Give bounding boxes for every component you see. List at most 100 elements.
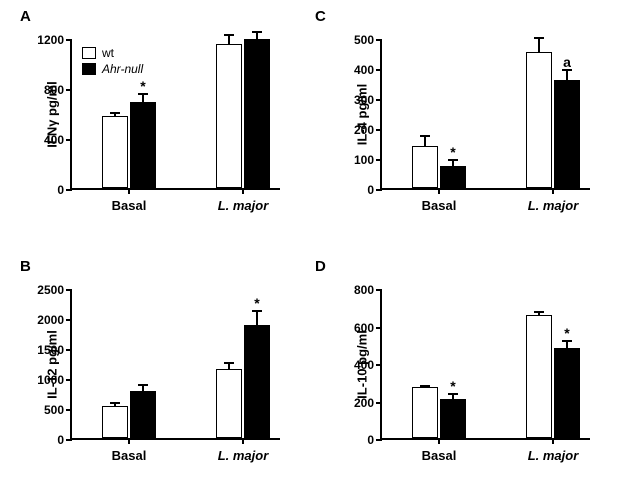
- significance-marker: a: [563, 54, 571, 70]
- legend: wt Ahr-null: [82, 46, 143, 78]
- error-cap: [420, 135, 430, 137]
- legend-item-ahr: Ahr-null: [82, 62, 143, 76]
- bar-ahr-null: [554, 80, 580, 188]
- ytick: [376, 99, 382, 101]
- ytick: [66, 319, 72, 321]
- ytick: [66, 409, 72, 411]
- error-cap: [110, 402, 120, 404]
- ytick-label: 500: [44, 403, 64, 417]
- xtick: [242, 188, 244, 194]
- ytick-label: 0: [57, 433, 64, 447]
- ytick: [376, 69, 382, 71]
- x-axis-label: Basal: [89, 448, 169, 463]
- x-axis-label: L. major: [203, 198, 283, 213]
- ytick-label: 0: [367, 183, 374, 197]
- ytick: [376, 129, 382, 131]
- y-axis-label: IFNγ pg/ml: [45, 75, 60, 155]
- x-axis-label: L. major: [203, 448, 283, 463]
- error-cap: [534, 37, 544, 39]
- chart-d: 0200400600800IL-10 pg/mlBasalL. major**: [380, 290, 590, 440]
- ytick: [376, 327, 382, 329]
- bar-ahr-null: [244, 39, 270, 188]
- ytick: [66, 139, 72, 141]
- x-axis-label: L. major: [513, 448, 593, 463]
- ytick: [376, 364, 382, 366]
- ytick: [66, 39, 72, 41]
- error-cap: [138, 384, 148, 386]
- error-cap: [534, 311, 544, 313]
- bar-wt: [216, 369, 242, 438]
- ytick: [376, 402, 382, 404]
- significance-marker: *: [140, 78, 145, 94]
- ytick: [376, 39, 382, 41]
- xtick: [438, 438, 440, 444]
- x-axis-label: Basal: [89, 198, 169, 213]
- x-axis-label: Basal: [399, 198, 479, 213]
- xtick: [242, 438, 244, 444]
- y-axis-label: IL-4 pg/ml: [355, 75, 370, 155]
- ytick: [66, 349, 72, 351]
- bar-wt: [412, 387, 438, 438]
- ytick-label: 0: [57, 183, 64, 197]
- ytick-label: 100: [354, 153, 374, 167]
- ytick: [66, 379, 72, 381]
- error-bar: [256, 32, 258, 40]
- error-cap: [224, 362, 234, 364]
- significance-marker: *: [564, 325, 569, 341]
- ytick: [376, 439, 382, 441]
- ytick-label: 2500: [37, 283, 64, 297]
- chart-b: 05001000150020002500IL-12 pg/mlBasalL. m…: [70, 290, 280, 440]
- ytick-label: 0: [367, 433, 374, 447]
- panel-label-c: C: [315, 8, 326, 25]
- bar-ahr-null: [554, 348, 580, 438]
- xtick: [552, 438, 554, 444]
- y-axis-label: IL-10 pg/ml: [355, 325, 370, 405]
- bar-ahr-null: [130, 391, 156, 438]
- ytick: [66, 289, 72, 291]
- error-bar: [424, 136, 426, 147]
- bar-wt: [102, 116, 128, 189]
- panel-label-d: D: [315, 258, 326, 275]
- ytick: [376, 289, 382, 291]
- panel-label-b: B: [20, 258, 31, 275]
- ytick: [376, 159, 382, 161]
- significance-marker: *: [450, 378, 455, 394]
- error-bar: [142, 94, 144, 103]
- error-bar: [228, 35, 230, 44]
- chart-c: 0100200300400500IL-4 pg/mlBasalL. major*…: [380, 40, 590, 190]
- significance-marker: *: [254, 295, 259, 311]
- error-cap: [252, 31, 262, 33]
- legend-item-wt: wt: [82, 46, 143, 60]
- bar-ahr-null: [130, 102, 156, 188]
- bar-ahr-null: [244, 325, 270, 438]
- error-cap: [110, 112, 120, 114]
- xtick: [438, 188, 440, 194]
- legend-label-ahr: Ahr-null: [102, 62, 143, 76]
- bar-wt: [102, 406, 128, 438]
- bar-wt: [526, 315, 552, 438]
- ytick: [66, 89, 72, 91]
- ytick: [376, 189, 382, 191]
- legend-label-wt: wt: [102, 46, 114, 60]
- ytick: [66, 189, 72, 191]
- bar-wt: [526, 52, 552, 189]
- y-axis-label: IL-12 pg/ml: [45, 325, 60, 405]
- ytick-label: 800: [354, 283, 374, 297]
- ytick: [66, 439, 72, 441]
- error-cap: [420, 385, 430, 387]
- legend-swatch-black: [82, 63, 96, 75]
- bar-wt: [216, 44, 242, 188]
- xtick: [128, 438, 130, 444]
- bar-ahr-null: [440, 166, 466, 189]
- x-axis-label: L. major: [513, 198, 593, 213]
- legend-swatch-white: [82, 47, 96, 59]
- bar-wt: [412, 146, 438, 188]
- x-axis-label: Basal: [399, 448, 479, 463]
- error-bar: [566, 70, 568, 81]
- error-bar: [538, 38, 540, 52]
- error-bar: [256, 311, 258, 325]
- significance-marker: *: [450, 144, 455, 160]
- ytick-label: 1200: [37, 33, 64, 47]
- error-cap: [224, 34, 234, 36]
- xtick: [128, 188, 130, 194]
